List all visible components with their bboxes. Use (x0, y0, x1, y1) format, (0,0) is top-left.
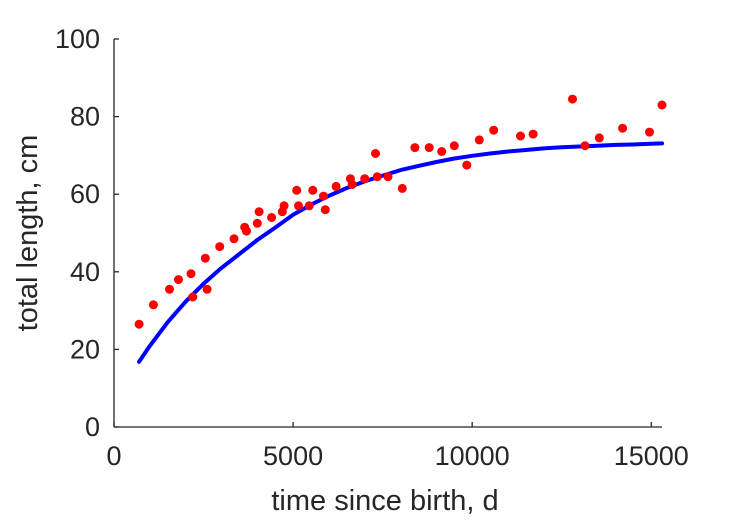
data-point (371, 149, 380, 158)
fit-curve-group (137, 141, 664, 364)
y-tick-label: 100 (55, 24, 100, 54)
data-point (165, 284, 174, 294)
data-point (186, 269, 196, 279)
data-point (528, 129, 538, 139)
data-point (449, 141, 459, 151)
data-point (319, 191, 328, 201)
x-tick-label: 10000 (435, 441, 510, 471)
data-point (580, 141, 590, 151)
data-point (279, 201, 289, 211)
data-point (148, 300, 158, 310)
y-ticks: 0 20 40 60 80 100 (55, 24, 119, 442)
data-point (215, 242, 225, 252)
data-point (437, 147, 447, 156)
data-point (594, 133, 604, 143)
data-point (645, 127, 654, 137)
data-points-group (134, 94, 667, 329)
data-point (267, 213, 277, 222)
data-point (331, 181, 341, 191)
y-axis-title: total length, cm (12, 135, 44, 332)
data-point (254, 207, 264, 217)
plot-area: 0 5000 10000 15000 0 20 40 60 80 100 (55, 24, 689, 471)
x-tick-label: 5000 (263, 441, 323, 471)
data-point (424, 143, 434, 153)
y-tick-label: 20 (70, 334, 100, 364)
data-point (410, 143, 420, 153)
data-point (294, 201, 303, 211)
data-point (252, 218, 262, 228)
data-point (242, 226, 251, 236)
data-point (134, 319, 144, 329)
data-point (292, 185, 302, 195)
data-point (462, 160, 472, 170)
fit-curve (137, 141, 664, 364)
data-point (200, 253, 210, 263)
data-point (202, 284, 212, 294)
y-tick-label: 0 (85, 412, 100, 442)
data-point (516, 131, 525, 141)
data-point (657, 100, 667, 110)
data-point (474, 135, 484, 145)
data-point (308, 185, 318, 195)
data-point (360, 174, 370, 184)
data-point (188, 292, 198, 302)
x-tick-label: 0 (106, 441, 121, 471)
x-axis-title: time since birth, d (271, 485, 498, 517)
y-tick-label: 40 (70, 257, 100, 287)
y-tick-label: 60 (70, 179, 100, 209)
data-point (304, 201, 314, 211)
data-point (568, 94, 577, 104)
y-tick-label: 80 (70, 102, 100, 132)
data-point (489, 125, 499, 135)
data-point (383, 172, 393, 182)
x-ticks: 0 5000 10000 15000 (106, 422, 689, 471)
x-tick-label: 15000 (614, 441, 689, 471)
data-point (229, 234, 239, 244)
data-point (397, 183, 407, 193)
data-point (174, 275, 183, 285)
data-point (347, 180, 357, 189)
data-point (372, 172, 382, 182)
data-point (320, 205, 330, 215)
data-point (618, 123, 628, 133)
